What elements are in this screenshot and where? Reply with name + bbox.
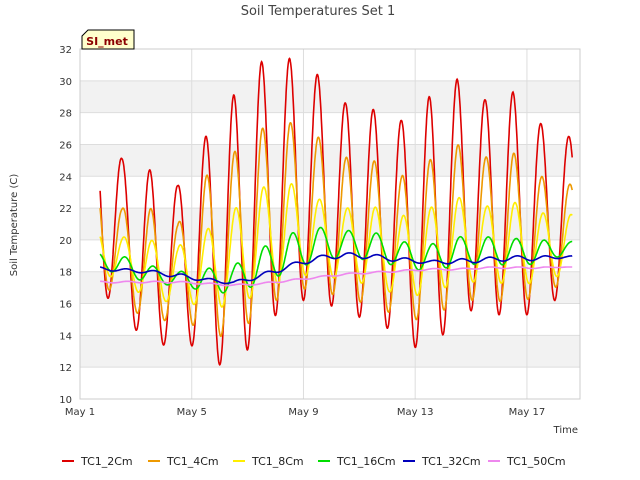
y-tick-label: 24: [59, 172, 72, 183]
y-tick-label: 16: [59, 300, 72, 311]
series-line-tc1_32cm: [100, 252, 573, 285]
plot-band: [80, 335, 580, 368]
y-tick-label: 32: [59, 45, 72, 56]
y-tick-label: 12: [59, 363, 72, 374]
y-tick-label: 30: [59, 77, 72, 88]
y-tick-label: 22: [59, 204, 72, 215]
legend-entry: TC1_32Cm: [403, 455, 481, 468]
plot-band: [80, 144, 580, 177]
x-axis-label: Time: [553, 425, 578, 436]
x-tick-label: May 17: [509, 407, 546, 418]
plot-band: [80, 303, 580, 336]
legend-label: TC1_32Cm: [421, 455, 481, 468]
plot-band: [80, 367, 580, 399]
legend-entry: TC1_16Cm: [318, 455, 396, 468]
y-tick-label: 26: [59, 140, 72, 151]
y-tick-label: 14: [59, 331, 72, 342]
y-axis-label: Soil Temperature (C): [9, 174, 20, 277]
y-axis-ticks: 10 12 14 16 18 20 22 24 26 28 30 32: [59, 45, 72, 406]
legend-entry: TC1_2Cm: [62, 455, 133, 468]
legend-label: TC1_16Cm: [336, 455, 396, 468]
y-tick-label: 20: [59, 236, 72, 247]
x-tick-label: May 13: [397, 407, 434, 418]
legend-label: TC1_4Cm: [166, 455, 219, 468]
plot-band: [80, 208, 580, 240]
legend-entry: TC1_50Cm: [488, 455, 566, 468]
series-line-tc1_8cm: [99, 182, 573, 308]
chart-title: Soil Temperatures Set 1: [241, 4, 396, 19]
legend-entry: TC1_8Cm: [233, 455, 304, 468]
y-tick-label: 10: [59, 395, 72, 406]
y-tick-label: 18: [59, 268, 72, 279]
series-lines: [99, 57, 573, 366]
legend-label: TC1_2Cm: [80, 455, 133, 468]
x-tick-label: May 1: [65, 407, 95, 418]
legend-entry: TC1_4Cm: [148, 455, 219, 468]
series-line-tc1_50cm: [100, 266, 573, 287]
plot-area-frame: [79, 48, 581, 400]
plot-band: [80, 80, 580, 113]
plot-band: [80, 176, 580, 209]
y-tick-label: 28: [59, 109, 72, 120]
x-tick-label: May 9: [288, 407, 318, 418]
legend-label: TC1_8Cm: [251, 455, 304, 468]
plot-band: [80, 112, 580, 145]
legend-label: TC1_50Cm: [506, 455, 566, 468]
site-label-badge: SI_met: [81, 29, 135, 50]
plot-band: [80, 49, 580, 81]
legend: TC1_2Cm TC1_4Cm TC1_8Cm TC1_16Cm TC1_32Cm TC1…: [62, 455, 566, 468]
site-label-text: SI_met: [86, 35, 128, 48]
x-tick-label: May 5: [177, 407, 207, 418]
x-axis-ticks: May 1 May 5 May 9 May 13 May 17: [65, 407, 545, 418]
